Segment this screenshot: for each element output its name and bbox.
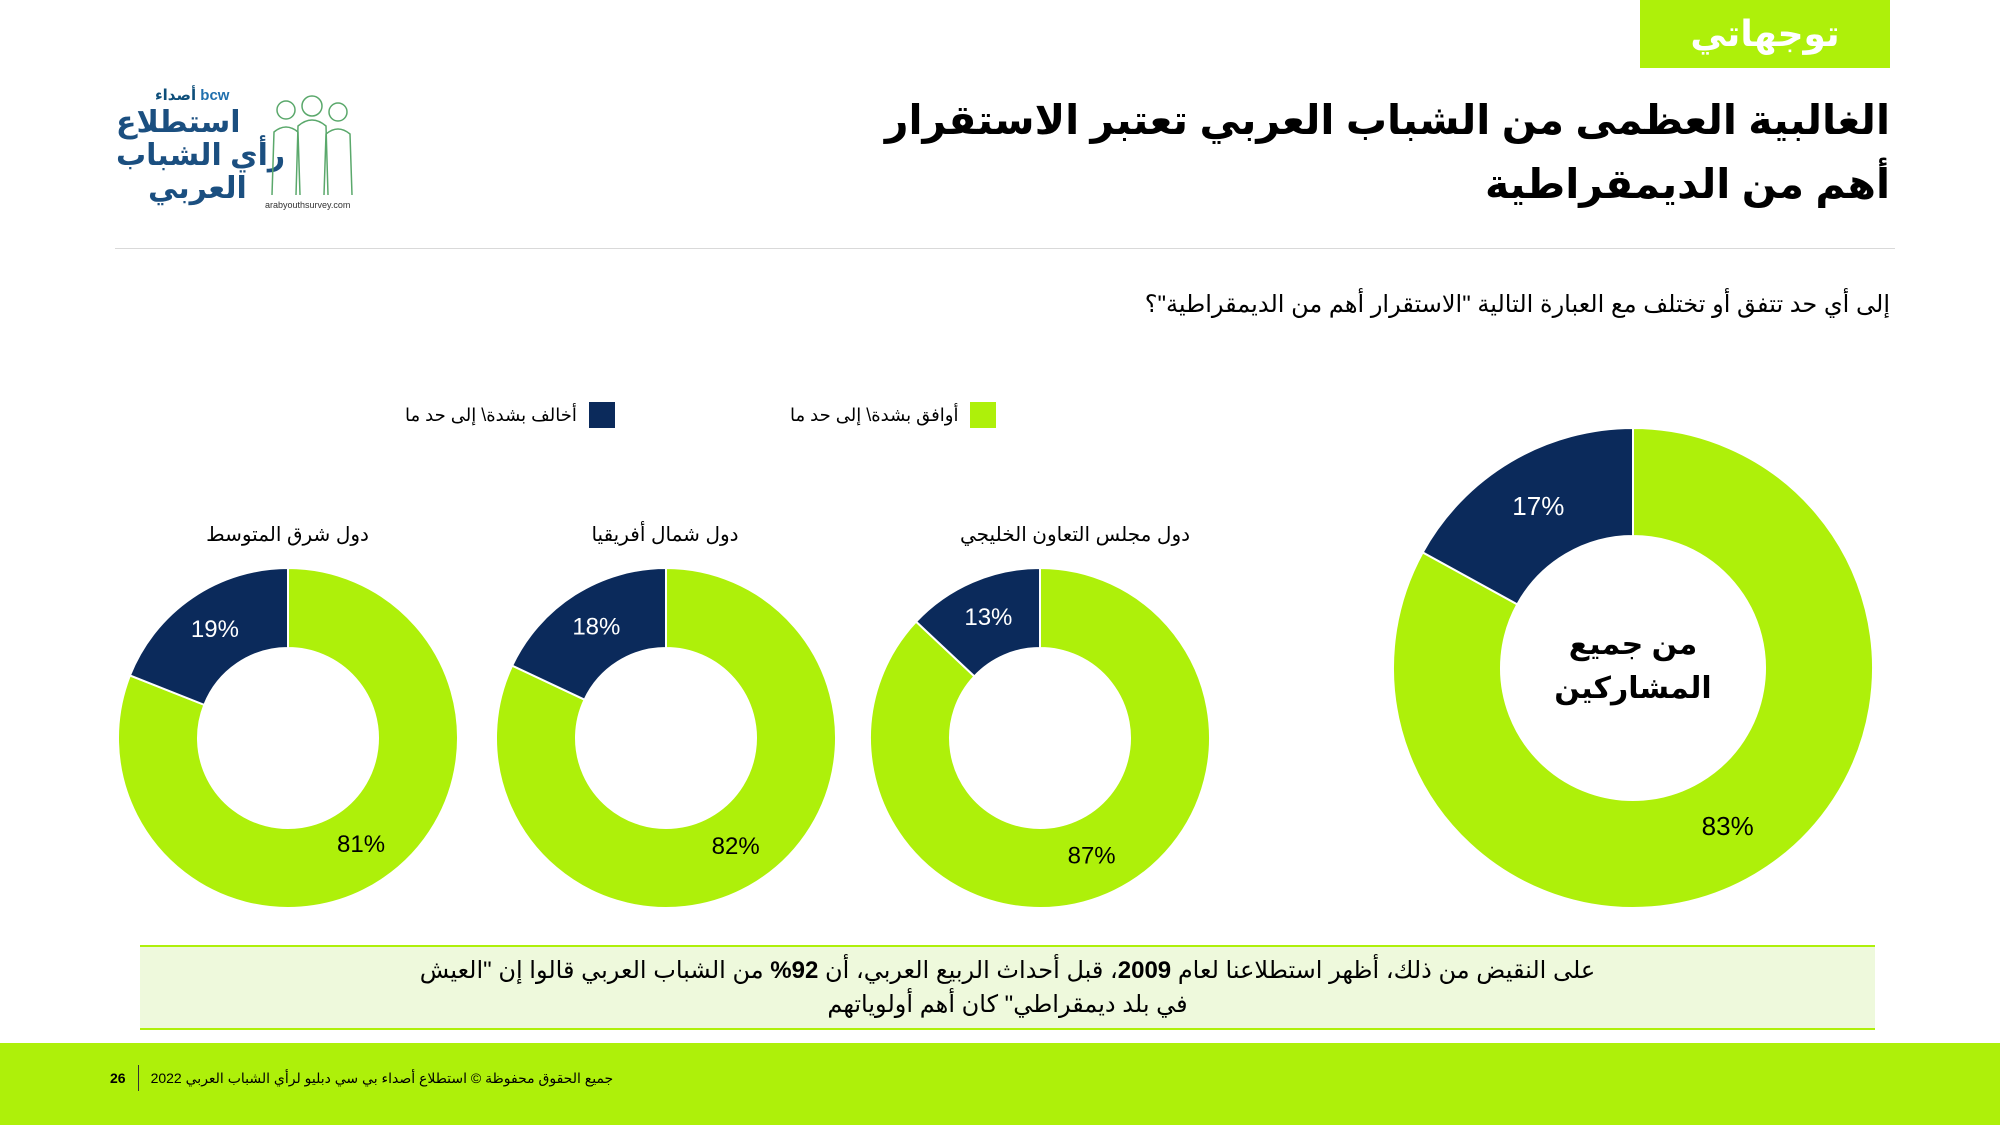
donut-slice-gcc-agree (869, 566, 1211, 909)
people-illustration-icon (271, 95, 353, 196)
survey-logo: bcw أصداء استطلاع رأي الشباب العربي arab… (110, 86, 360, 216)
donut-slice-all-agree (1392, 426, 1874, 909)
note-part-3: من الشباب العربي قالوا إن "العيش في بلد … (419, 956, 1188, 1018)
logo-brand-bcw: bcw (200, 87, 230, 104)
data-label-gcc-agree: 87% (1068, 843, 1116, 870)
donut-slice-levant-agree (117, 566, 459, 909)
footer-separator (137, 1065, 139, 1091)
region-label-north-africa: دول شمال أفريقيا (591, 524, 739, 546)
data-label-north-africa-disagree: 18% (572, 614, 620, 641)
data-label-all-agree: 83% (1702, 811, 1754, 841)
logo-url: arabyouthsurvey.com (265, 200, 351, 210)
note-part-1: على النقيض من ذلك، أظهر استطلاعنا لعام (1171, 956, 1596, 984)
note-part-2: ، قبل أحداث الربيع العربي، أن (818, 956, 1118, 984)
title-divider (115, 248, 1895, 249)
logo-line-2: رأي الشباب (116, 139, 286, 172)
page-number: 26 (110, 1070, 126, 1086)
section-tag: توجهاتي (1640, 0, 1890, 68)
legend-disagree: أخالف بشدة\ إلى حد ما (405, 402, 615, 428)
logo-brand: bcw أصداء (155, 86, 229, 104)
logo-line-3: العربي (148, 172, 247, 205)
page-title: الغالبية العظمى من الشباب العربي تعتبر ا… (884, 97, 1890, 207)
region-label-gcc: دول مجلس التعاون الخليجي (959, 524, 1191, 546)
logo-line-1: استطلاع (116, 106, 241, 139)
data-label-all-disagree: 17% (1512, 491, 1564, 521)
note-percent: 92% (770, 956, 819, 984)
donut-slice-gcc-disagree (914, 566, 1041, 678)
data-label-levant-agree: 81% (337, 831, 385, 858)
note-text: على النقيض من ذلك، أظهر استطلاعنا لعام 2… (408, 954, 1608, 1022)
legend-disagree-label: أخالف بشدة\ إلى حد ما (405, 404, 577, 425)
note-year: 2009 (1117, 956, 1172, 984)
note-box: على النقيض من ذلك، أظهر استطلاعنا لعام 2… (140, 945, 1875, 1030)
data-label-levant-disagree: 19% (191, 616, 239, 643)
footer: 26 جميع الحقوق محفوظة © استطلاع أصداء بي… (0, 1043, 2000, 1125)
region-label-levant: دول شرق المتوسط (206, 524, 369, 546)
logo-brand-arabic: أصداء (155, 87, 197, 104)
donut-slice-north-africa-disagree (510, 566, 667, 702)
legend-agree-label: أوافق بشدة\ إلى حد ما (790, 404, 959, 425)
legend-agree: أوافق بشدة\ إلى حد ما (790, 402, 997, 428)
footer-text: 26 جميع الحقوق محفوظة © استطلاع أصداء بي… (110, 1065, 613, 1091)
legend-disagree-swatch (588, 402, 615, 428)
donut-slice-all-disagree (1421, 426, 1634, 606)
donut-slice-north-africa-agree (495, 566, 837, 909)
data-label-gcc-disagree: 13% (964, 604, 1012, 631)
legend-agree-swatch (970, 402, 997, 428)
donut-center-label-1: من جميع (1569, 628, 1697, 661)
donut-slice-levant-disagree (128, 566, 289, 707)
survey-question: إلى أي حد تتفق أو تختلف مع العبارة التال… (1144, 291, 1890, 318)
data-label-north-africa-agree: 82% (712, 833, 760, 860)
footer-copyright: جميع الحقوق محفوظة © استطلاع أصداء بي سي… (150, 1069, 614, 1086)
donut-center-label-2: المشاركين (1554, 672, 1711, 705)
